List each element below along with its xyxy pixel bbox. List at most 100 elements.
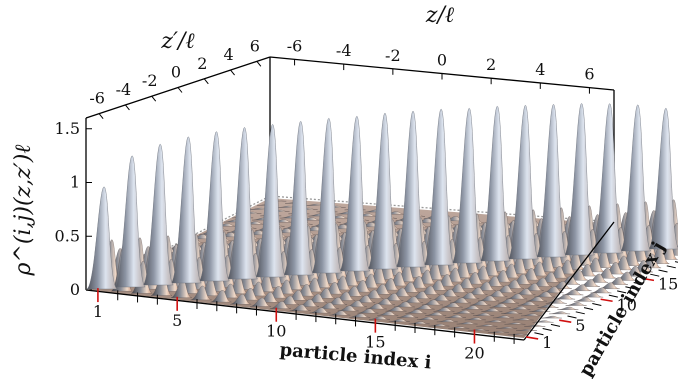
- offdiagonal-bump: [408, 321, 430, 325]
- offdiagonal-bump: [458, 292, 480, 299]
- offdiagonal-bump: [377, 311, 399, 316]
- offdiagonal-bump: [289, 304, 311, 311]
- y-tick: [625, 286, 635, 290]
- offdiagonal-bump: [476, 324, 498, 327]
- offdiagonal-bump: [529, 308, 551, 312]
- y-tick: [550, 323, 561, 327]
- offdiagonal-bump: [534, 291, 556, 298]
- offdiagonal-bump: [557, 306, 579, 310]
- offdiagonal-bump: [565, 302, 587, 306]
- left-top-tick: [230, 69, 235, 76]
- offdiagonal-bump: [492, 315, 514, 319]
- offdiagonal-bump: [489, 303, 511, 308]
- diagonal-peak: [339, 115, 371, 272]
- top-tick-label: -6: [287, 36, 303, 55]
- offdiagonal-bump: [504, 322, 526, 325]
- offdiagonal-bump: [357, 308, 379, 314]
- diagonal-peak: [170, 136, 202, 284]
- y-tick: [600, 298, 613, 303]
- left-top-tick-label: 6: [250, 36, 260, 55]
- offdiagonal-bump: [514, 288, 536, 295]
- front-right-edge: [523, 221, 615, 341]
- left-top-tick: [203, 78, 209, 85]
- y-tick: [575, 311, 585, 315]
- offdiagonal-bump: [545, 299, 567, 304]
- offdiagonal-bump: [413, 304, 435, 310]
- y-tick: [650, 273, 660, 277]
- top-tick-label: 4: [535, 60, 545, 79]
- offdiagonal-bump: [496, 326, 518, 329]
- offdiagonal-bump: [349, 313, 371, 318]
- y-tick-label: 10: [617, 295, 637, 314]
- left-top-tick-label: 4: [223, 45, 233, 64]
- top-tick-label: 0: [437, 51, 447, 70]
- left-top-tick: [98, 113, 104, 119]
- offdiagonal-bump: [520, 313, 543, 317]
- top-tick-label: -4: [336, 41, 352, 60]
- offdiagonal-bump: [468, 328, 490, 331]
- x-axis-title: particle index i: [279, 339, 433, 373]
- offdiagonal-bump: [393, 301, 415, 308]
- left-top-tick-label: -6: [89, 89, 105, 108]
- z-tick-label: 0: [70, 280, 80, 299]
- y-tick: [633, 282, 643, 286]
- front-bottom-edge: [85, 289, 525, 341]
- diagonal-peaks: [86, 103, 678, 290]
- offdiagonal-bump: [509, 306, 531, 310]
- y-tick: [641, 277, 655, 282]
- offdiagonal-bump: [397, 314, 419, 318]
- diagonal-peak: [255, 124, 287, 278]
- offdiagonal-bump: [436, 319, 458, 323]
- y-tick-label: 5: [575, 316, 585, 335]
- top-tick-label: -2: [385, 46, 401, 65]
- diagonal-peak: [620, 104, 652, 252]
- offdiagonal-bump: [230, 294, 252, 305]
- offdiagonal-bump: [405, 309, 427, 314]
- y-tick: [526, 336, 539, 340]
- left-top-tick: [151, 95, 157, 102]
- offdiagonal-bump: [329, 310, 351, 316]
- offdiagonal-bump: [549, 311, 571, 315]
- y-tick: [666, 265, 676, 269]
- y-tick: [608, 294, 618, 298]
- y-tick: [583, 307, 594, 311]
- diagonal-peak: [395, 110, 427, 268]
- diagonal-peak: [451, 107, 483, 264]
- y-tick-label: 1: [542, 333, 552, 352]
- offdiagonal-bump: [373, 298, 396, 305]
- offdiagonal-bump: [562, 289, 584, 296]
- offdiagonal-bump: [464, 317, 486, 321]
- z-tick-label: 1: [70, 173, 80, 192]
- offdiagonal-bump: [402, 296, 424, 303]
- top-tick-label: 6: [584, 65, 594, 84]
- offdiagonal-bump: [484, 319, 506, 323]
- x-tick-label: 10: [266, 322, 286, 341]
- top-axis-title: z/ℓ: [425, 3, 455, 28]
- diagonal-peak: [114, 155, 146, 288]
- offdiagonal-bump: [590, 287, 612, 294]
- left-top-tick-label: -2: [142, 71, 158, 90]
- x-tick-label: 1: [93, 302, 103, 321]
- left-top-axis-title: z′/ℓ: [160, 29, 195, 54]
- diagonal-peak: [311, 117, 343, 274]
- x-tick-label: 5: [172, 311, 182, 330]
- offdiagonal-bump: [537, 304, 559, 308]
- offdiagonal-bump: [486, 290, 508, 297]
- offdiagonal-bump: [506, 293, 528, 300]
- offdiagonal-bump: [525, 296, 548, 302]
- y-tick: [658, 269, 668, 273]
- y-tick: [567, 315, 577, 319]
- offdiagonal-bump: [345, 300, 367, 307]
- offdiagonal-bump: [425, 312, 447, 316]
- left-top-tick-label: -4: [116, 80, 132, 99]
- diagonal-peak: [198, 131, 230, 282]
- offdiagonal-bump: [598, 282, 620, 289]
- z-axis-title: ρ^(i,j)(z,z′)ℓ: [11, 144, 36, 277]
- left-top-tick: [125, 104, 130, 111]
- offdiagonal-bump: [487, 331, 509, 333]
- diagonal-peak: [367, 112, 399, 270]
- offdiagonal-bump: [444, 314, 467, 318]
- top-tick-label: 2: [486, 55, 496, 74]
- y-tick: [674, 261, 678, 263]
- offdiagonal-bump: [430, 294, 452, 301]
